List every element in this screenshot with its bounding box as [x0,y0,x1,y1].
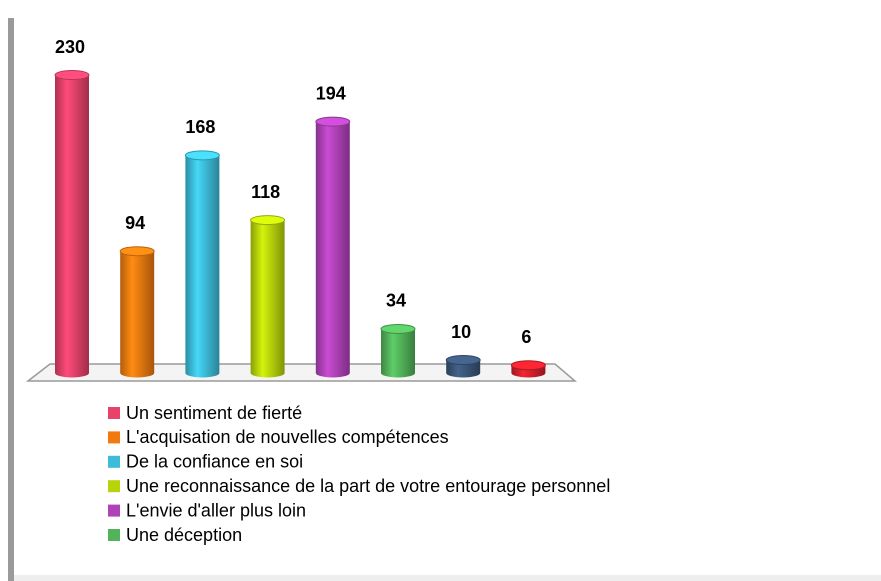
data-label: 194 [316,83,346,103]
bar-top [380,323,416,334]
bar-top [119,246,155,257]
bar [185,155,220,378]
legend-label: Une reconnaissance de la part de votre e… [126,476,610,496]
left-border [8,18,14,581]
legend-label: L'acquisation de nouvelles compétences [126,427,449,447]
data-label: 34 [386,291,406,311]
legend-label: De la confiance en soi [126,452,303,472]
bar-top [445,355,481,366]
legend-swatch [108,407,120,419]
legend-swatch [108,480,120,493]
bar [55,75,89,378]
data-label: 10 [451,322,471,342]
bottom-border [14,575,881,581]
bar [381,328,415,378]
data-label: 118 [251,182,280,202]
bar-top [510,360,546,371]
data-label: 94 [125,213,145,233]
legend-swatch [108,529,120,541]
bar-top [184,150,220,161]
bar-top [54,70,90,80]
legend-swatch [108,455,120,468]
bar [315,121,350,378]
data-label: 6 [521,327,531,347]
legend-swatch [108,504,120,517]
legend-swatch [108,431,120,444]
bar-top [315,116,351,127]
bar [250,220,285,378]
floor [25,363,578,382]
bar [120,251,155,378]
legend-label: L'envie d'aller plus loin [126,500,306,520]
legend-label: Un sentiment de fierté [126,403,302,423]
data-label: 230 [55,37,85,57]
data-label: 168 [185,117,215,137]
bar-top [250,215,286,226]
legend-label: Une déception [126,525,242,545]
